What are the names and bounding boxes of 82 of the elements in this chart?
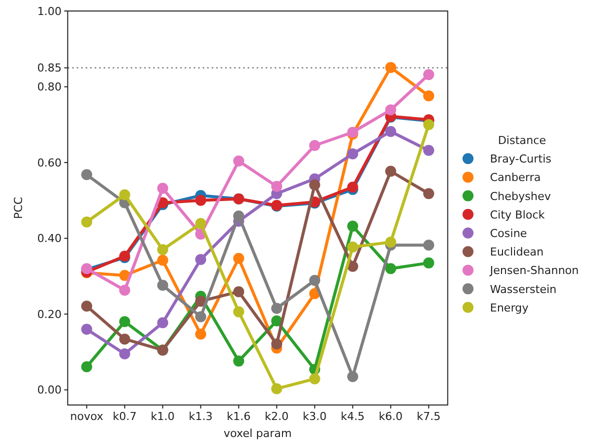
x-tick-label: k1.3 bbox=[188, 410, 213, 423]
point bbox=[347, 220, 358, 232]
point bbox=[271, 338, 282, 350]
point bbox=[423, 144, 434, 156]
point bbox=[157, 182, 168, 194]
legend-label: Energy bbox=[490, 301, 529, 314]
legend-label: Cosine bbox=[490, 227, 528, 240]
point bbox=[157, 280, 168, 291]
point bbox=[81, 300, 92, 312]
point bbox=[385, 126, 396, 137]
point bbox=[119, 316, 130, 328]
x-tick-label: k7.5 bbox=[416, 410, 441, 423]
point bbox=[385, 166, 396, 177]
x-tick-label: k2.0 bbox=[264, 410, 289, 423]
point bbox=[423, 188, 434, 200]
point bbox=[233, 156, 244, 167]
point bbox=[81, 216, 92, 228]
point bbox=[385, 104, 396, 116]
legend-label: Wasserstein bbox=[490, 282, 557, 296]
legend-label: Bray-Curtis bbox=[490, 152, 552, 166]
point bbox=[157, 317, 168, 328]
x-tick-label: k0.7 bbox=[112, 410, 137, 423]
point bbox=[81, 361, 92, 372]
legend-label: Jensen-Shannon bbox=[489, 264, 579, 278]
x-tick-label: k6.0 bbox=[378, 410, 403, 423]
point bbox=[195, 311, 206, 322]
x-tick-label: k4.5 bbox=[340, 410, 365, 423]
legend-label: Chebyshev bbox=[490, 190, 552, 203]
y-tick-label: 0.40 bbox=[37, 232, 62, 246]
point bbox=[195, 218, 206, 230]
legend-label: City Block bbox=[490, 208, 546, 222]
point bbox=[157, 254, 168, 266]
y-tick-label: 0.00 bbox=[37, 384, 62, 397]
point bbox=[81, 169, 92, 180]
x-tick-label: k1.0 bbox=[150, 410, 175, 423]
point bbox=[233, 306, 244, 318]
point bbox=[195, 194, 206, 206]
point bbox=[233, 252, 244, 264]
point bbox=[347, 148, 358, 160]
point bbox=[423, 240, 434, 251]
x-tick-label: novox bbox=[70, 410, 104, 423]
point bbox=[271, 383, 282, 394]
point bbox=[233, 356, 244, 367]
y-tick-label: 0.60 bbox=[37, 156, 62, 170]
point bbox=[195, 296, 206, 307]
point bbox=[271, 315, 282, 326]
point bbox=[385, 236, 396, 248]
point bbox=[347, 242, 358, 253]
y-tick-label: 1.00 bbox=[37, 4, 62, 18]
point bbox=[119, 348, 130, 360]
point bbox=[157, 244, 168, 256]
point bbox=[385, 263, 396, 274]
point bbox=[81, 324, 92, 335]
legend-title: Distance bbox=[498, 134, 546, 147]
point bbox=[423, 69, 434, 80]
y-tick-label: 0.85 bbox=[37, 62, 62, 75]
point bbox=[309, 373, 320, 384]
point bbox=[119, 284, 130, 296]
x-tick-label: k3.0 bbox=[302, 410, 327, 423]
point bbox=[195, 254, 206, 266]
legend-label: Euclidean bbox=[490, 246, 544, 259]
x-tick-label: k1.6 bbox=[226, 410, 251, 423]
legend-label: Canberra bbox=[490, 171, 541, 184]
point bbox=[233, 286, 244, 298]
y-tick-label: 0.80 bbox=[37, 80, 62, 94]
point bbox=[309, 274, 320, 286]
x-axis-title: voxel param bbox=[224, 427, 292, 440]
point bbox=[271, 302, 282, 314]
point bbox=[309, 179, 320, 190]
point bbox=[385, 62, 396, 73]
point bbox=[347, 371, 358, 382]
y-axis-title: PCC bbox=[12, 196, 25, 219]
point bbox=[423, 119, 434, 130]
point bbox=[233, 210, 244, 222]
point bbox=[271, 180, 282, 192]
point bbox=[423, 90, 434, 102]
point bbox=[423, 257, 434, 268]
point bbox=[119, 189, 130, 200]
point bbox=[309, 140, 320, 151]
y-tick-label: 0.20 bbox=[37, 308, 62, 321]
point bbox=[195, 328, 206, 340]
point bbox=[119, 334, 130, 345]
